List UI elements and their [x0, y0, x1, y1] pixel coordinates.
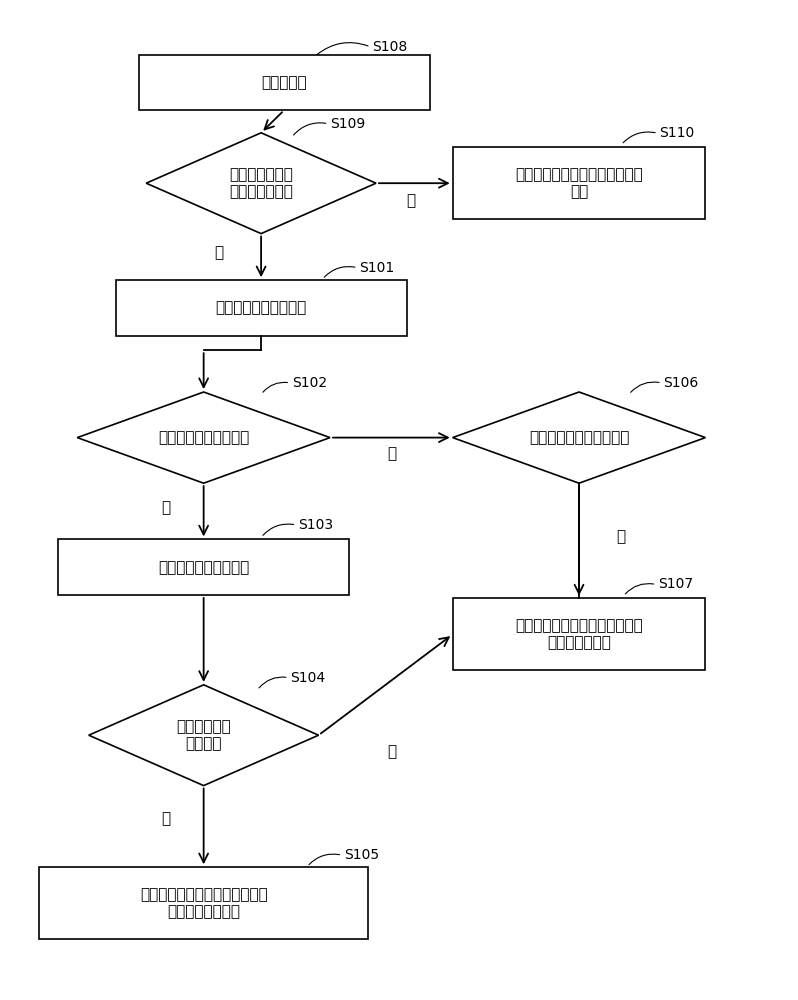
Text: 是: 是 — [160, 500, 170, 515]
Polygon shape — [89, 685, 318, 786]
Text: 是: 是 — [617, 529, 626, 544]
Text: 将合并写请求写入随机写块中，
更新扇区映射表: 将合并写请求写入随机写块中， 更新扇区映射表 — [516, 618, 643, 651]
Text: S107: S107 — [658, 577, 693, 591]
FancyBboxPatch shape — [452, 147, 705, 219]
FancyBboxPatch shape — [139, 55, 429, 110]
Text: 是: 是 — [406, 193, 415, 208]
Text: 判断写请求是否
大于一个物理页: 判断写请求是否 大于一个物理页 — [229, 167, 293, 199]
Text: S109: S109 — [330, 117, 365, 131]
Polygon shape — [452, 392, 705, 483]
Text: 数据量是否超过页大小: 数据量是否超过页大小 — [158, 430, 249, 445]
Text: S106: S106 — [663, 376, 698, 390]
Text: 否: 否 — [387, 744, 396, 759]
Text: S103: S103 — [298, 518, 333, 532]
Text: S110: S110 — [659, 126, 695, 140]
FancyBboxPatch shape — [116, 280, 407, 336]
FancyBboxPatch shape — [58, 539, 350, 595]
FancyBboxPatch shape — [452, 598, 705, 670]
Text: 接收并缓存随机写请求: 接收并缓存随机写请求 — [215, 300, 306, 316]
Text: 写入页映射的物理块，更新页映
射表: 写入页映射的物理块，更新页映 射表 — [516, 167, 643, 199]
Text: 是: 是 — [160, 811, 170, 826]
Text: 合并队列中随机写数据: 合并队列中随机写数据 — [158, 560, 249, 575]
Text: 否: 否 — [215, 245, 223, 260]
Text: S104: S104 — [290, 671, 326, 685]
Text: S108: S108 — [372, 40, 408, 54]
Text: 合并后的地址
是否连续: 合并后的地址 是否连续 — [176, 719, 231, 751]
Text: S102: S102 — [292, 376, 327, 390]
Polygon shape — [77, 392, 330, 483]
FancyBboxPatch shape — [39, 867, 369, 939]
Text: 队列计时器是否到达阈値: 队列计时器是否到达阈値 — [529, 430, 629, 445]
Text: 写请求到达: 写请求到达 — [261, 75, 307, 90]
Text: S105: S105 — [344, 848, 379, 862]
Text: 将合并写请求写入页映射的物理
块，更新页映射表: 将合并写请求写入页映射的物理 块，更新页映射表 — [140, 887, 267, 919]
Text: 否: 否 — [387, 446, 396, 461]
Polygon shape — [146, 133, 376, 234]
Text: S101: S101 — [359, 261, 394, 275]
